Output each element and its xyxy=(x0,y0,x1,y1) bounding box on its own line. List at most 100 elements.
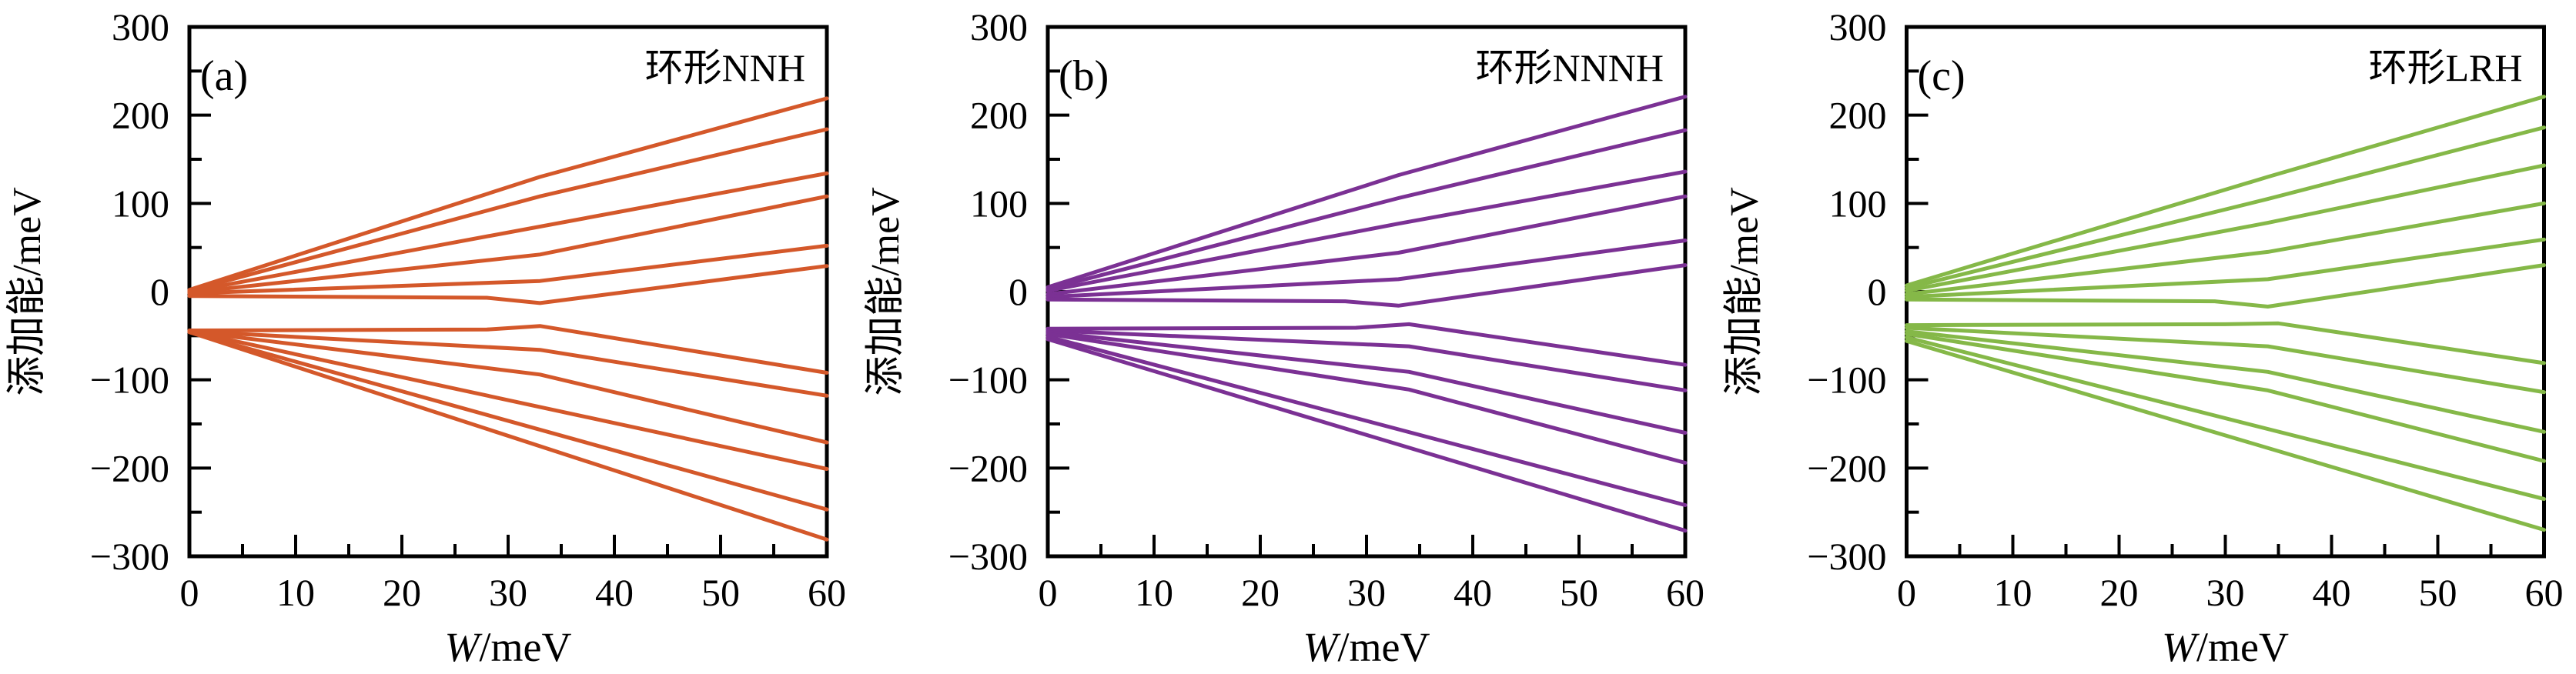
series-line-lower-2 xyxy=(1045,329,1688,392)
series-line-upper-3 xyxy=(1905,163,2546,293)
series-line-lower-4 xyxy=(1045,332,1688,465)
x-tick-label: 20 xyxy=(2100,571,2139,614)
x-tick-label: 0 xyxy=(1897,571,1916,614)
x-tick-label: 10 xyxy=(1135,571,1173,614)
y-tick-label: −200 xyxy=(90,446,169,489)
y-tick-label: −200 xyxy=(948,446,1028,489)
series-line-upper-3 xyxy=(1045,169,1688,293)
x-tick-label: 30 xyxy=(2206,571,2245,614)
y-axis-label: 添加能/meV xyxy=(864,187,908,396)
panel-c-chart: −300 −200 −100 0 100 200 300 0 10 20 30 40 50 60 (c) 环形… xyxy=(1723,5,2564,670)
series-line-lower-3 xyxy=(187,329,829,445)
series-line-upper-1 xyxy=(1045,95,1688,289)
x-tick-label: 20 xyxy=(383,571,421,614)
y-tick-label: −100 xyxy=(948,359,1028,402)
series-line-upper-1 xyxy=(187,96,829,292)
x-tick-label: 60 xyxy=(808,571,846,614)
series-line-upper-4 xyxy=(1045,194,1688,296)
series-line-lower-5 xyxy=(1905,335,2546,501)
x-axis-label-unit: /meV xyxy=(2196,624,2289,670)
series-line-lower-4 xyxy=(1905,332,2546,463)
y-tick-label: −300 xyxy=(1807,535,1886,578)
series-line-lower-6 xyxy=(1905,339,2546,532)
panel-a-chart: −300 −200 −100 0 100 200 300 0 10 20 30 40 50 60 (a) 环形… xyxy=(5,5,846,670)
y-tick-label: 100 xyxy=(1829,182,1887,225)
y-tick-label: 300 xyxy=(112,5,169,48)
y-tick-label: 100 xyxy=(970,182,1028,225)
x-tick-label: 30 xyxy=(489,571,527,614)
series-line-upper-5 xyxy=(187,243,829,295)
y-axis-label: 添加能/meV xyxy=(5,187,49,396)
y-tick-label: −100 xyxy=(1807,359,1886,402)
series-line-lower-1 xyxy=(1905,321,2546,365)
x-axis-label-symbol: W xyxy=(2162,624,2200,670)
x-tick-label: 10 xyxy=(1994,571,2032,614)
x-axis-label-symbol: W xyxy=(1303,624,1342,670)
x-tick-label: 30 xyxy=(1347,571,1386,614)
x-axis-label-unit: /meV xyxy=(480,624,572,670)
y-tick-label: 100 xyxy=(112,182,169,225)
x-tick-label: 60 xyxy=(1666,571,1705,614)
series-line-lower-5 xyxy=(1045,335,1688,507)
y-tick-label: 300 xyxy=(1829,5,1887,48)
x-axis-label: W/meV xyxy=(1303,624,1430,670)
panel-a: −300 −200 −100 0 100 200 300 0 10 20 30 40 50 60 (a) 环形… xyxy=(0,0,858,674)
panel-letter: (c) xyxy=(1918,52,1965,100)
series-line-lower-3 xyxy=(1045,330,1688,435)
x-tick-label: 50 xyxy=(701,571,740,614)
series-line-upper-4 xyxy=(1905,201,2546,296)
y-tick-label: −300 xyxy=(90,535,169,578)
series-line-upper-3 xyxy=(187,171,829,294)
series-line-upper-4 xyxy=(187,194,829,295)
panel-title: 环形NNH xyxy=(645,46,805,89)
x-axis-label: W/meV xyxy=(2162,624,2289,670)
x-tick-label: 0 xyxy=(1039,571,1058,614)
x-axis-label-symbol: W xyxy=(445,624,483,670)
series-line-lower-6 xyxy=(187,330,829,542)
panel-b: −300 −200 −100 0 100 200 300 0 10 20 30 40 50 60 (b) 环形… xyxy=(858,0,1717,674)
y-tick-label: 200 xyxy=(112,94,169,137)
y-tick-label: 200 xyxy=(1829,94,1887,137)
x-tick-label: 50 xyxy=(2419,571,2457,614)
series-line-upper-6 xyxy=(187,264,829,305)
series-line-lower-3 xyxy=(1905,329,2546,434)
x-tick-label: 0 xyxy=(180,571,199,614)
y-tick-label: 0 xyxy=(1868,270,1887,313)
series-line-lower-1 xyxy=(187,324,829,375)
series-line-lower-1 xyxy=(1045,322,1688,367)
x-tick-label: 50 xyxy=(1560,571,1598,614)
series-line-upper-5 xyxy=(1045,239,1688,299)
y-tick-label: 300 xyxy=(970,5,1028,48)
x-tick-label: 40 xyxy=(595,571,634,614)
panel-letter: (b) xyxy=(1059,52,1109,100)
x-axis-label-unit: /meV xyxy=(1338,624,1430,670)
x-tick-label: 40 xyxy=(1454,571,1492,614)
y-tick-label: −300 xyxy=(948,535,1028,578)
panel-letter: (a) xyxy=(200,52,248,100)
y-axis-label: 添加能/meV xyxy=(1723,187,1767,396)
panel-c: −300 −200 −100 0 100 200 300 0 10 20 30 40 50 60 (c) 环形… xyxy=(1717,0,2575,674)
series-line-upper-5 xyxy=(1905,237,2546,299)
series-line-upper-6 xyxy=(1045,263,1688,308)
series-line-upper-6 xyxy=(1905,263,2546,309)
panel-b-chart: −300 −200 −100 0 100 200 300 0 10 20 30 40 50 60 (b) 环形… xyxy=(864,5,1705,670)
panel-title: 环形LRH xyxy=(2369,46,2523,89)
series-line-upper-1 xyxy=(1905,95,2546,288)
y-tick-label: −100 xyxy=(90,359,169,402)
series-line-upper-2 xyxy=(1905,125,2546,290)
x-tick-label: 10 xyxy=(276,571,315,614)
y-tick-label: −200 xyxy=(1807,446,1886,489)
series-line-lower-4 xyxy=(187,329,829,471)
series-line-upper-2 xyxy=(187,127,829,293)
y-tick-label: 200 xyxy=(970,94,1028,137)
x-tick-label: 60 xyxy=(2525,571,2564,614)
series-line-lower-2 xyxy=(187,329,829,398)
series-line-lower-2 xyxy=(1905,325,2546,395)
x-axis-label: W/meV xyxy=(445,624,572,670)
x-tick-label: 20 xyxy=(1241,571,1280,614)
x-tick-label: 40 xyxy=(2313,571,2351,614)
y-tick-label: 0 xyxy=(1009,270,1028,313)
series-line-lower-6 xyxy=(1045,337,1688,533)
panel-title: 环形NNNH xyxy=(1476,46,1664,89)
